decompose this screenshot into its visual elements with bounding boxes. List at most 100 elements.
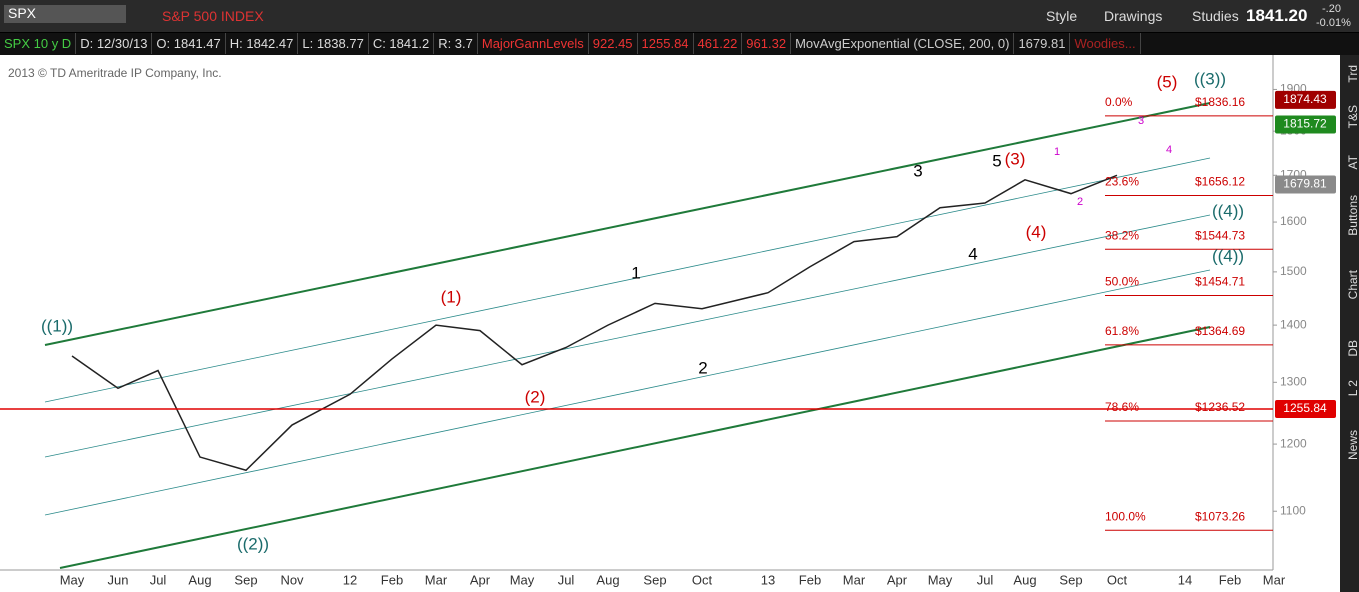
channel-line bbox=[44, 269, 1211, 516]
study-item: C: 1841.2 bbox=[369, 33, 435, 54]
chart: 2013 © TD Ameritrade IP Company, Inc. 11… bbox=[0, 55, 1359, 592]
fib-level: 23.6% bbox=[1105, 175, 1139, 189]
chart-bg bbox=[0, 55, 1340, 592]
y-tick-label: 1300 bbox=[1280, 374, 1307, 388]
side-tab[interactable]: L 2 bbox=[1346, 380, 1359, 397]
x-tick-label: Apr bbox=[887, 572, 908, 587]
price-box-label: 1679.81 bbox=[1283, 177, 1327, 191]
fib-level: 38.2% bbox=[1105, 228, 1139, 242]
x-tick-label: Jul bbox=[558, 572, 575, 587]
study-item: D: 12/30/13 bbox=[76, 33, 153, 54]
fib-level: 61.8% bbox=[1105, 324, 1139, 338]
x-tick-label: Jul bbox=[977, 572, 994, 587]
wave-label: ((4)) bbox=[1212, 246, 1244, 265]
gann-item: 922.45 bbox=[589, 33, 638, 54]
wave-label: 1 bbox=[1054, 146, 1060, 158]
symbol-box[interactable]: SPX bbox=[4, 5, 126, 23]
fib-level: 0.0% bbox=[1105, 95, 1133, 109]
x-tick-label: Aug bbox=[1013, 572, 1036, 587]
change: -.20 bbox=[1322, 3, 1341, 15]
x-tick-label: Feb bbox=[1219, 572, 1241, 587]
x-tick-label: Mar bbox=[1263, 572, 1286, 587]
studies-button[interactable]: Studies bbox=[1192, 8, 1239, 24]
fib-price: $1454.71 bbox=[1195, 275, 1245, 289]
price-box-label: 1874.43 bbox=[1283, 92, 1327, 106]
wave-label: (1) bbox=[441, 287, 462, 306]
wave-label: ((1)) bbox=[41, 316, 73, 335]
wave-label: 4 bbox=[968, 244, 977, 263]
y-tick-label: 1100 bbox=[1280, 503, 1306, 517]
x-tick-label: Aug bbox=[188, 572, 211, 587]
wave-label: 2 bbox=[1077, 196, 1083, 208]
x-tick-label: Mar bbox=[425, 572, 448, 587]
side-tab[interactable]: Trd bbox=[1346, 65, 1359, 83]
fib-level: 100.0% bbox=[1105, 509, 1146, 523]
x-tick-label: Jul bbox=[150, 572, 167, 587]
wave-label: ((3)) bbox=[1194, 69, 1226, 88]
x-tick-label: Sep bbox=[1059, 572, 1082, 587]
wave-label: (4) bbox=[1026, 222, 1047, 241]
fib-price: $1236.52 bbox=[1195, 400, 1245, 414]
side-tab[interactable]: AT bbox=[1346, 154, 1359, 169]
style-button[interactable]: Style bbox=[1046, 8, 1078, 24]
wave-label: 1 bbox=[631, 263, 640, 282]
side-tab[interactable]: Buttons bbox=[1346, 195, 1359, 236]
wave-label: (2) bbox=[525, 387, 546, 406]
channel-line bbox=[59, 326, 1211, 569]
study-item: R: 3.7 bbox=[434, 33, 478, 54]
x-tick-label: May bbox=[510, 572, 535, 587]
y-tick-label: 1200 bbox=[1280, 436, 1307, 450]
price-box bbox=[1275, 399, 1336, 418]
x-tick-label: Aug bbox=[596, 572, 619, 587]
x-tick-label: Jun bbox=[108, 572, 129, 587]
wave-label: 4 bbox=[1166, 144, 1172, 156]
y-tick-label: 1600 bbox=[1280, 214, 1307, 228]
wave-label: 3 bbox=[913, 161, 922, 180]
gann-item: 961.32 bbox=[742, 33, 792, 54]
side-tab[interactable]: T&S bbox=[1346, 105, 1359, 128]
x-tick-label: May bbox=[60, 572, 85, 587]
price-box-label: 1255.84 bbox=[1283, 401, 1327, 415]
x-tick-label: Mar bbox=[843, 572, 866, 587]
price-box bbox=[1275, 90, 1336, 109]
wave-label: (5) bbox=[1157, 72, 1178, 91]
side-tab[interactable]: DB bbox=[1346, 340, 1359, 357]
x-tick-label: 14 bbox=[1178, 572, 1192, 587]
drawings-button[interactable]: Drawings bbox=[1104, 8, 1163, 24]
fib-level: 78.6% bbox=[1105, 400, 1139, 414]
x-tick-label: Feb bbox=[381, 572, 403, 587]
x-tick-label: Sep bbox=[234, 572, 257, 587]
mov-avg-item: MovAvgExponential (CLOSE, 200, 0) bbox=[791, 33, 1015, 54]
x-tick-label: Oct bbox=[1107, 572, 1128, 587]
price-box bbox=[1275, 115, 1336, 134]
copyright: 2013 © TD Ameritrade IP Company, Inc. bbox=[8, 66, 222, 80]
fib-price: $1073.26 bbox=[1195, 509, 1245, 523]
fib-price: $1656.12 bbox=[1195, 175, 1245, 189]
side-tab[interactable]: Chart bbox=[1346, 269, 1359, 299]
x-tick-label: Sep bbox=[643, 572, 666, 587]
price-box-label: 1815.72 bbox=[1283, 117, 1327, 131]
gann-item: MajorGannLevels bbox=[478, 33, 589, 54]
fib-price: $1544.73 bbox=[1195, 228, 1245, 242]
fib-level: 50.0% bbox=[1105, 275, 1139, 289]
y-tick-label: 1500 bbox=[1280, 264, 1307, 278]
woodies: Woodies... bbox=[1070, 33, 1141, 54]
gann-item: 1255.84 bbox=[638, 33, 694, 54]
study-bar: SPX 10 y D D: 12/30/13 O: 1841.47 H: 1842.4… bbox=[0, 33, 1359, 55]
x-tick-label: Nov bbox=[280, 572, 304, 587]
wave-label: 5 bbox=[992, 151, 1001, 170]
x-tick-label: Oct bbox=[692, 572, 713, 587]
toolbar: SPX S&P 500 INDEX Style Drawings Studies… bbox=[0, 0, 1359, 32]
fib-price: $1364.69 bbox=[1195, 324, 1245, 338]
description: S&P 500 INDEX bbox=[162, 8, 264, 24]
gann-item: 461.22 bbox=[694, 33, 743, 54]
fib-price: $1836.16 bbox=[1195, 95, 1245, 109]
x-tick-label: Apr bbox=[470, 572, 491, 587]
side-tab[interactable]: News bbox=[1346, 430, 1359, 460]
channel-line bbox=[44, 214, 1211, 458]
x-tick-label: Feb bbox=[799, 572, 821, 587]
study-item: L: 1838.77 bbox=[298, 33, 369, 54]
side-tabs-bg bbox=[1340, 55, 1359, 592]
study-item: SPX 10 y D bbox=[0, 33, 77, 54]
